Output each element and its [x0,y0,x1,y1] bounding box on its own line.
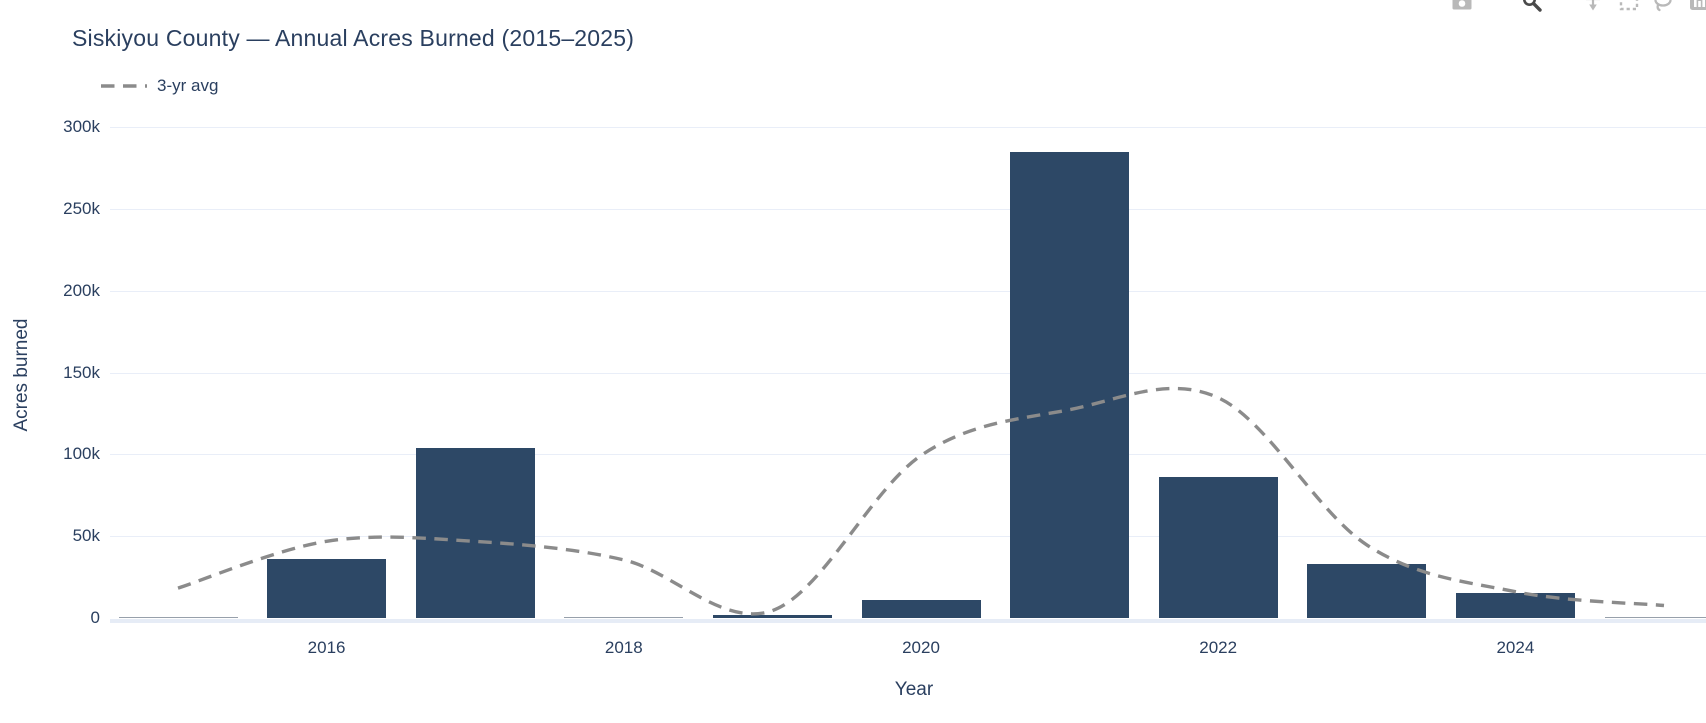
y-tick-300k: 300k [63,117,100,137]
x-tick-2020: 2020 [902,638,940,657]
gridline-50k [110,536,1706,538]
pan-icon[interactable] [1582,0,1604,13]
download-plot-icon[interactable] [1451,0,1473,13]
bar-2017[interactable] [415,447,535,618]
bar-2022[interactable] [1158,477,1278,618]
bar-2019[interactable] [712,614,832,618]
box-select-icon[interactable] [1618,0,1640,13]
gridline-250k [110,209,1706,210]
x-axis-title: Year [894,679,934,700]
chart-title: Siskiyou County — Annual Acres Burned (2… [72,25,635,51]
bar-2016[interactable] [267,559,387,618]
legend-dash-sample-icon [101,84,147,88]
y-tick-200k: 200k [63,280,100,300]
gridline-150k [110,372,1706,374]
x-tick-2018: 2018 [604,638,643,657]
gridline-200k [110,290,1706,292]
zero-line [110,618,1706,623]
bar-2020[interactable] [861,600,981,618]
gridline-100k [110,454,1706,456]
lasso-select-icon[interactable] [1652,0,1674,13]
plotly-modebar [0,0,1706,21]
gridline-300k [110,127,1706,129]
bar-2023[interactable] [1307,564,1427,618]
bar-2021[interactable] [1010,151,1130,618]
plotly-logo-icon[interactable] [1688,0,1706,13]
x-tick-2022: 2022 [1199,638,1238,657]
x-tick-2024: 2024 [1496,638,1535,657]
bar-2018[interactable] [564,617,684,618]
avg-line-path [177,386,1665,616]
y-tick-150k: 150k [63,362,100,382]
bar-2015[interactable] [118,617,238,618]
bar-2024[interactable] [1455,593,1575,618]
y-tick-50k: 50k [72,526,100,546]
y-tick-0: 0 [90,608,100,627]
y-tick-250k: 250k [63,199,100,218]
x-tick-2016: 2016 [307,638,346,657]
y-tick-100k: 100k [63,444,100,464]
bar-2025[interactable] [1604,617,1706,618]
zoom-icon[interactable] [1521,0,1543,13]
legend-label: 3-yr avg [157,76,219,95]
legend-item-3yr-avg[interactable]: 3-yr avg [101,76,218,96]
